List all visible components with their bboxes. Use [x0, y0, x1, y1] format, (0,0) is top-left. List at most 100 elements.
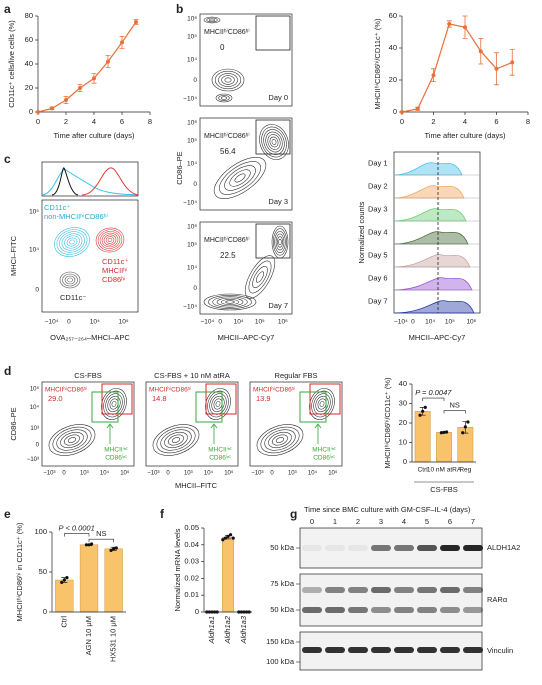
- blot-band: [417, 587, 437, 593]
- y-tick-label: 30: [399, 398, 407, 407]
- blot-band: [440, 545, 460, 551]
- day-label: Day 6: [368, 273, 388, 282]
- day-label: Day 2: [368, 181, 388, 190]
- gate-label: MHCIIⁱⁿᵗ: [104, 446, 128, 454]
- size-marker: 50 kDa: [270, 543, 295, 552]
- panel-label: a: [4, 2, 11, 16]
- y-tick-label: 10⁶: [187, 15, 197, 22]
- data-point: [64, 98, 68, 102]
- x-tick-label: −10³: [43, 471, 55, 477]
- gate-value: 0: [220, 43, 225, 52]
- lane-label: 7: [471, 517, 475, 526]
- histogram-curve: [393, 208, 467, 222]
- significance-bracket: [443, 410, 466, 414]
- x-tick-label: AGN 10 μM: [84, 616, 93, 655]
- contour: [211, 395, 225, 413]
- gate: [299, 391, 327, 423]
- plot-frame: [199, 221, 293, 315]
- contour: [59, 271, 81, 289]
- blot-band: [348, 607, 368, 613]
- x-tick-label: Aldh1a2: [223, 615, 232, 644]
- gate-label: CD86ⁱⁿᵗ: [209, 454, 231, 462]
- gate-value: 22.5: [220, 251, 236, 260]
- contour: [156, 426, 196, 454]
- blot-band: [302, 587, 322, 593]
- y-tick-label: 0.02: [184, 573, 199, 582]
- contour: [263, 129, 285, 155]
- annotation: P = 0.0047: [415, 388, 452, 397]
- contour: [261, 126, 287, 158]
- gate-label: MHCIIⁱⁿᵗ: [208, 446, 232, 454]
- contour: [216, 297, 244, 307]
- contour: [54, 227, 90, 257]
- blot-band: [394, 587, 414, 593]
- contour: [208, 295, 252, 309]
- contour: [269, 136, 279, 148]
- population-label: MHCIIʰⁱ: [102, 266, 127, 275]
- x-tick-label: HX531 10 μM: [109, 616, 118, 662]
- gate-label: MHCIIʰⁱCD86ʰⁱ: [149, 386, 191, 394]
- contour: [56, 229, 88, 255]
- contour: [59, 231, 85, 253]
- plot-frame: [249, 381, 343, 467]
- contour: [224, 165, 256, 191]
- data-point: [463, 25, 467, 30]
- blot-frame: [299, 573, 483, 627]
- contour: [160, 429, 192, 451]
- y-tick-label: 10⁵: [187, 242, 197, 249]
- blot-band: [371, 607, 391, 613]
- annotation: NS: [96, 529, 106, 538]
- contour: [234, 173, 246, 183]
- gate-value: 56.4: [220, 147, 236, 156]
- x-tick-label: 0: [166, 471, 170, 477]
- replicate-point: [421, 409, 425, 413]
- contour: [215, 93, 233, 103]
- gate-label: MHCIIⁱⁿᵗ: [312, 446, 336, 454]
- contour: [221, 299, 239, 305]
- lane-label: 6: [448, 517, 452, 526]
- histogram-curve: [393, 162, 463, 176]
- x-tick-label: 10⁴: [234, 319, 244, 326]
- contour: [275, 233, 285, 251]
- blot-band: [394, 647, 414, 653]
- contour: [101, 388, 127, 420]
- data-point: [50, 106, 54, 111]
- x-tick-label: 0: [411, 319, 415, 326]
- contour: [206, 17, 218, 23]
- data-point: [92, 76, 96, 81]
- panel-label: g: [290, 507, 297, 521]
- contour: [105, 236, 115, 244]
- x-tick-label: 10⁴: [308, 470, 318, 477]
- histogram-curve: [51, 167, 79, 196]
- blot-band: [463, 545, 483, 551]
- day-label: Day 1: [368, 158, 388, 167]
- contour: [205, 388, 231, 420]
- gate: [195, 391, 223, 423]
- contour: [61, 233, 83, 251]
- y-tick-label: 60: [25, 35, 33, 44]
- gate-label: MHCIIʰⁱCD86ʰⁱ: [204, 132, 250, 140]
- contour: [278, 239, 282, 245]
- data-point: [478, 49, 483, 54]
- contour: [259, 124, 289, 160]
- blot-band: [325, 587, 345, 593]
- day-label: Day 7: [268, 301, 288, 310]
- population-label: CD11c⁻: [60, 293, 86, 302]
- size-marker: 150 kDa: [266, 637, 295, 646]
- contour: [48, 424, 96, 456]
- contour: [67, 277, 73, 283]
- contour: [252, 266, 268, 288]
- blot-band: [348, 545, 368, 551]
- y-tick-label: 0: [393, 107, 397, 116]
- annotation: P < 0.0001: [59, 524, 95, 533]
- y-tick-label: 10⁵: [29, 209, 39, 216]
- x-tick-label: 4: [463, 117, 467, 126]
- y-tick-label: −10⁴: [183, 303, 197, 310]
- y-tick-label: 10⁶: [187, 119, 197, 126]
- plot-frame: [41, 381, 135, 467]
- data-point: [447, 22, 452, 26]
- x-tick-label: Ctrl: [59, 616, 68, 628]
- protein-label: RARα: [487, 595, 508, 604]
- contour: [267, 134, 281, 150]
- y-tick-label: 0: [29, 107, 33, 116]
